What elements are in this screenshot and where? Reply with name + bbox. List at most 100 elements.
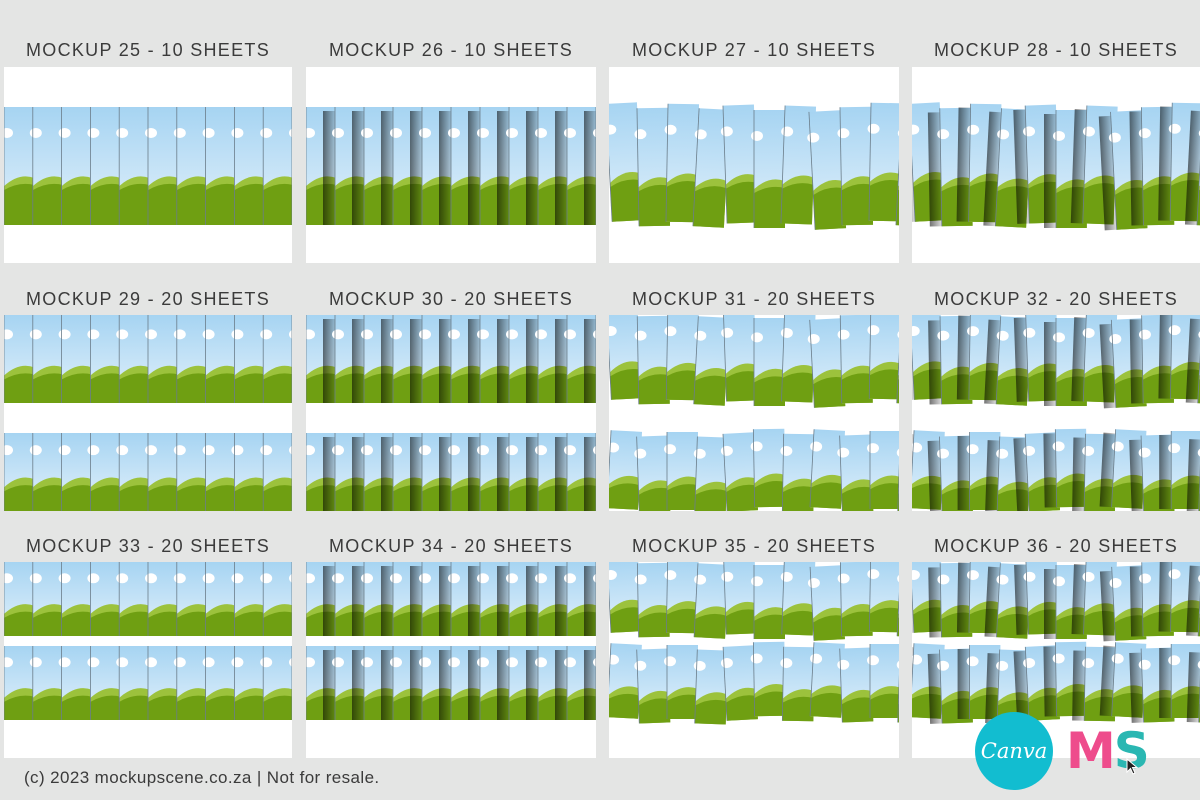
sheet: [116, 315, 150, 403]
mockup-label: MOCKUP 29 - 20 SHEETS: [25, 289, 271, 309]
sheet: [896, 315, 899, 405]
sheet: [693, 436, 729, 511]
sheet: [58, 315, 93, 403]
sheet: [231, 107, 266, 225]
sheet: [664, 645, 698, 719]
mockup-preview: [4, 315, 292, 511]
sheet: [116, 646, 150, 720]
canva-logo-text: Canva: [980, 739, 1048, 763]
sheet: [173, 646, 208, 720]
mockupscene-logo: MS: [1066, 722, 1150, 780]
sheet: [664, 562, 699, 634]
sheet: [867, 431, 899, 509]
sheet: [202, 646, 237, 720]
sheet: [145, 315, 179, 403]
sheet: [87, 315, 122, 403]
mockup-label: MOCKUP 34 - 20 SHEETS: [328, 536, 574, 556]
cursor-icon: [1126, 758, 1139, 775]
sheet: [1186, 435, 1200, 511]
sheet: [664, 103, 700, 223]
sheets-illustration: [609, 315, 899, 511]
sheet: [58, 107, 93, 225]
sheets-illustration: [306, 562, 596, 720]
canva-logo: Canva: [975, 712, 1053, 790]
sheet: [584, 433, 596, 511]
sheets-illustration: [306, 107, 596, 225]
sheet: [867, 102, 899, 222]
sheet: [634, 107, 671, 227]
sheet: [260, 315, 292, 403]
sheet: [1185, 315, 1200, 405]
sheet: [693, 649, 729, 725]
sheet: [4, 107, 35, 225]
sheet: [289, 107, 292, 225]
sheet: [289, 562, 292, 636]
sheet: [202, 562, 237, 636]
sheet: [260, 646, 292, 720]
mockup-preview: [912, 315, 1200, 511]
sheet: [896, 648, 899, 724]
sheet: [289, 646, 292, 720]
sheet: [634, 315, 670, 405]
mockup-preview: [4, 67, 292, 263]
mockup-label: MOCKUP 36 - 20 SHEETS: [933, 536, 1179, 556]
sheet: [609, 430, 643, 510]
mockup-label: MOCKUP 30 - 20 SHEETS: [328, 289, 574, 309]
sheet: [58, 433, 93, 511]
sheet: [720, 104, 759, 224]
sheets-illustration: [912, 102, 1200, 231]
sheet: [720, 432, 759, 511]
sheet: [809, 429, 846, 509]
sheet: [664, 432, 698, 510]
sheet: [29, 315, 64, 403]
sheet: [4, 315, 35, 403]
sheet: [780, 646, 815, 722]
sheet: [231, 315, 266, 403]
sheet: [584, 107, 596, 225]
sheet: [173, 433, 208, 511]
sheet: [4, 562, 35, 636]
mockup-preview: [609, 562, 899, 758]
sheets-illustration: [4, 315, 292, 511]
sheet: [867, 644, 899, 718]
sheet: [837, 562, 873, 637]
ms-logo-m: M: [1066, 722, 1116, 780]
sheet: [837, 647, 874, 723]
sheet: [780, 105, 817, 225]
sheet: [116, 433, 150, 511]
sheets-illustration: [306, 315, 596, 511]
sheets-illustration: [912, 562, 1200, 725]
sheet: [750, 428, 786, 508]
sheet: [584, 646, 596, 720]
sheet: [807, 318, 846, 408]
sheet: [751, 565, 785, 639]
mockup-label: MOCKUP 31 - 20 SHEETS: [631, 289, 877, 309]
sheet: [609, 643, 642, 719]
sheet: [439, 646, 482, 720]
sheet: [58, 562, 93, 636]
sheet: [609, 315, 643, 400]
sheet: [751, 110, 785, 228]
sheet: [721, 315, 758, 402]
sheet: [584, 315, 596, 403]
mockup-label: MOCKUP 32 - 20 SHEETS: [933, 289, 1179, 309]
sheet: [260, 433, 292, 511]
sheet: [202, 433, 237, 511]
mockup-preview: [912, 562, 1200, 758]
mockup-label: MOCKUP 28 - 10 SHEETS: [933, 40, 1179, 60]
sheet: [634, 435, 671, 511]
sheet: [807, 110, 847, 230]
sheet: [896, 435, 899, 511]
sheet: [116, 562, 150, 636]
mockup-preview: [609, 315, 899, 511]
sheet: [4, 433, 35, 511]
sheet: [837, 315, 873, 404]
sheet: [634, 562, 670, 638]
sheet: [780, 315, 816, 403]
sheet: [202, 107, 237, 225]
sheet: [584, 562, 596, 636]
sheet: [173, 315, 208, 403]
sheet: [145, 433, 179, 511]
sheet: [410, 107, 453, 225]
sheet: [29, 107, 64, 225]
